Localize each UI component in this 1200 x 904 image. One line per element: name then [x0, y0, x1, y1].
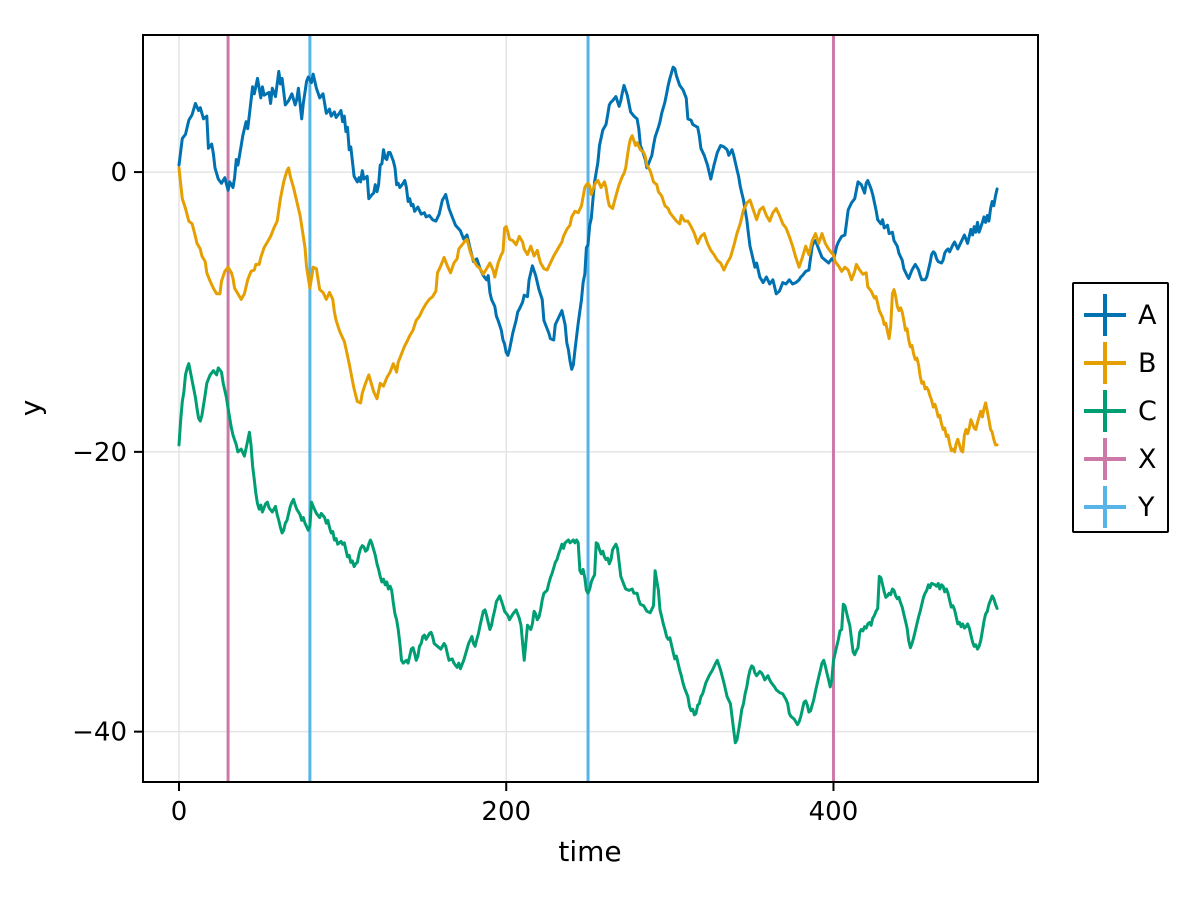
axis-ticks: 0 200 400 0 −20 −40	[72, 158, 858, 827]
legend-box	[1072, 282, 1169, 533]
y-tick-label-−40: −40	[72, 718, 127, 748]
event-vlines	[226, 35, 835, 782]
gridlines	[143, 35, 1038, 782]
legend-label-B: B	[1138, 348, 1157, 379]
series-line-C	[177, 362, 999, 745]
y-tick-label-−20: −20	[72, 438, 127, 468]
series-lines	[177, 65, 999, 745]
legend-entry-C: C	[1084, 390, 1157, 432]
axis-labels: time y	[14, 400, 622, 868]
x-tick-label-200: 200	[481, 797, 531, 827]
legend-label-X: X	[1138, 444, 1157, 475]
plot-frame	[142, 34, 1039, 783]
x-axis-label: time	[558, 835, 621, 868]
y-axis-label: y	[14, 400, 47, 417]
legend-label-C: C	[1138, 396, 1157, 427]
x-tick-label-0: 0	[171, 797, 188, 827]
legend-entry-B: B	[1084, 342, 1157, 384]
legend-entry-X: X	[1084, 438, 1157, 480]
legend-label-Y: Y	[1137, 492, 1155, 523]
legend-entry-A: A	[1084, 294, 1157, 336]
x-tick-label-400: 400	[809, 797, 859, 827]
y-tick-label-0: 0	[110, 158, 127, 188]
plot-border	[142, 34, 1039, 783]
legend-entry-Y: Y	[1084, 486, 1155, 528]
series-line-B	[177, 134, 999, 454]
legend-label-A: A	[1138, 300, 1157, 331]
